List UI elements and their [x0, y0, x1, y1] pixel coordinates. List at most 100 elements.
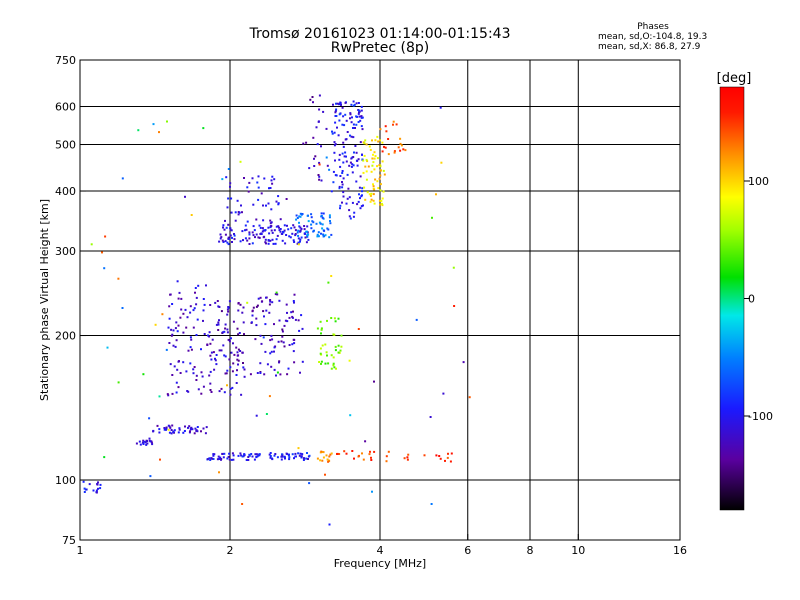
- data-point: [217, 321, 220, 324]
- data-point: [259, 226, 262, 229]
- colorbar: [719, 86, 745, 511]
- data-point: [399, 137, 402, 140]
- data-point: [228, 358, 231, 361]
- data-point: [296, 217, 299, 219]
- data-point: [227, 306, 230, 309]
- data-point: [273, 323, 275, 326]
- data-point: [189, 311, 192, 314]
- data-point: [342, 177, 345, 180]
- data-point: [299, 230, 302, 233]
- data-point: [343, 155, 346, 158]
- data-point: [175, 391, 178, 394]
- data-point: [216, 300, 219, 302]
- data-point: [299, 238, 302, 241]
- data-point: [303, 457, 306, 460]
- data-point: [270, 225, 273, 227]
- data-point: [293, 457, 295, 460]
- data-point: [195, 303, 198, 306]
- data-point: [357, 328, 360, 330]
- data-point: [203, 333, 206, 335]
- data-point: [361, 187, 364, 190]
- data-point: [334, 349, 337, 352]
- data-point: [192, 372, 195, 375]
- data-point: [178, 360, 180, 363]
- data-point: [362, 171, 365, 174]
- data-point: [288, 235, 291, 238]
- data-point: [294, 455, 297, 458]
- data-point: [207, 334, 209, 337]
- data-point: [190, 348, 193, 351]
- data-point: [381, 160, 384, 163]
- data-point: [243, 375, 246, 378]
- data-point: [229, 393, 232, 396]
- data-point: [362, 159, 365, 162]
- data-point: [297, 234, 300, 237]
- data-point: [350, 157, 353, 160]
- data-point: [263, 177, 266, 180]
- data-point: [239, 303, 242, 306]
- data-point: [379, 139, 381, 142]
- data-point: [90, 243, 93, 246]
- data-point: [320, 328, 323, 331]
- data-point: [338, 113, 341, 116]
- data-point: [348, 359, 351, 362]
- data-point: [299, 240, 301, 243]
- data-point: [338, 185, 341, 188]
- data-point: [334, 121, 337, 124]
- data-point: [206, 458, 209, 461]
- data-point: [291, 315, 294, 318]
- data-point: [260, 342, 263, 345]
- data-point: [355, 102, 358, 105]
- data-point: [255, 453, 258, 456]
- data-point: [341, 106, 344, 109]
- data-point: [178, 291, 181, 294]
- data-point: [407, 453, 410, 456]
- data-point: [341, 201, 343, 204]
- data-point: [334, 109, 337, 112]
- data-point: [273, 229, 276, 232]
- data-point: [227, 455, 230, 458]
- data-point: [298, 329, 301, 332]
- data-point: [248, 237, 251, 240]
- data-point: [330, 233, 333, 236]
- data-point: [274, 453, 277, 455]
- data-point: [342, 145, 345, 148]
- data-point: [210, 358, 213, 361]
- data-point: [449, 460, 452, 463]
- data-point: [251, 455, 254, 458]
- data-point: [381, 197, 384, 200]
- data-point: [378, 164, 381, 167]
- data-point: [275, 238, 278, 241]
- data-point: [325, 351, 328, 354]
- data-point: [184, 195, 186, 198]
- data-point: [332, 356, 335, 359]
- data-point: [264, 238, 267, 241]
- data-point: [297, 243, 300, 246]
- data-point: [373, 380, 375, 383]
- data-point: [248, 181, 251, 184]
- data-point: [376, 165, 378, 168]
- data-point: [311, 220, 314, 223]
- data-point: [361, 128, 364, 131]
- data-point: [176, 330, 179, 333]
- data-point: [146, 442, 149, 445]
- data-point: [369, 200, 372, 203]
- data-point: [357, 158, 360, 161]
- data-point: [166, 393, 169, 396]
- data-point: [276, 234, 279, 237]
- data-point: [322, 212, 325, 215]
- data-point: [351, 163, 354, 166]
- y-axis-ticks: 75 100 200 300 400 500 600 750: [55, 54, 86, 547]
- data-point: [334, 320, 337, 323]
- data-point: [327, 459, 330, 462]
- data-point: [270, 221, 273, 224]
- data-point: [142, 373, 145, 376]
- data-point: [222, 224, 225, 227]
- data-point: [299, 226, 302, 229]
- data-point: [362, 204, 364, 207]
- data-point: [254, 236, 256, 239]
- data-point: [404, 149, 407, 152]
- data-point: [297, 237, 300, 240]
- data-point: [339, 204, 342, 207]
- data-point: [281, 454, 284, 457]
